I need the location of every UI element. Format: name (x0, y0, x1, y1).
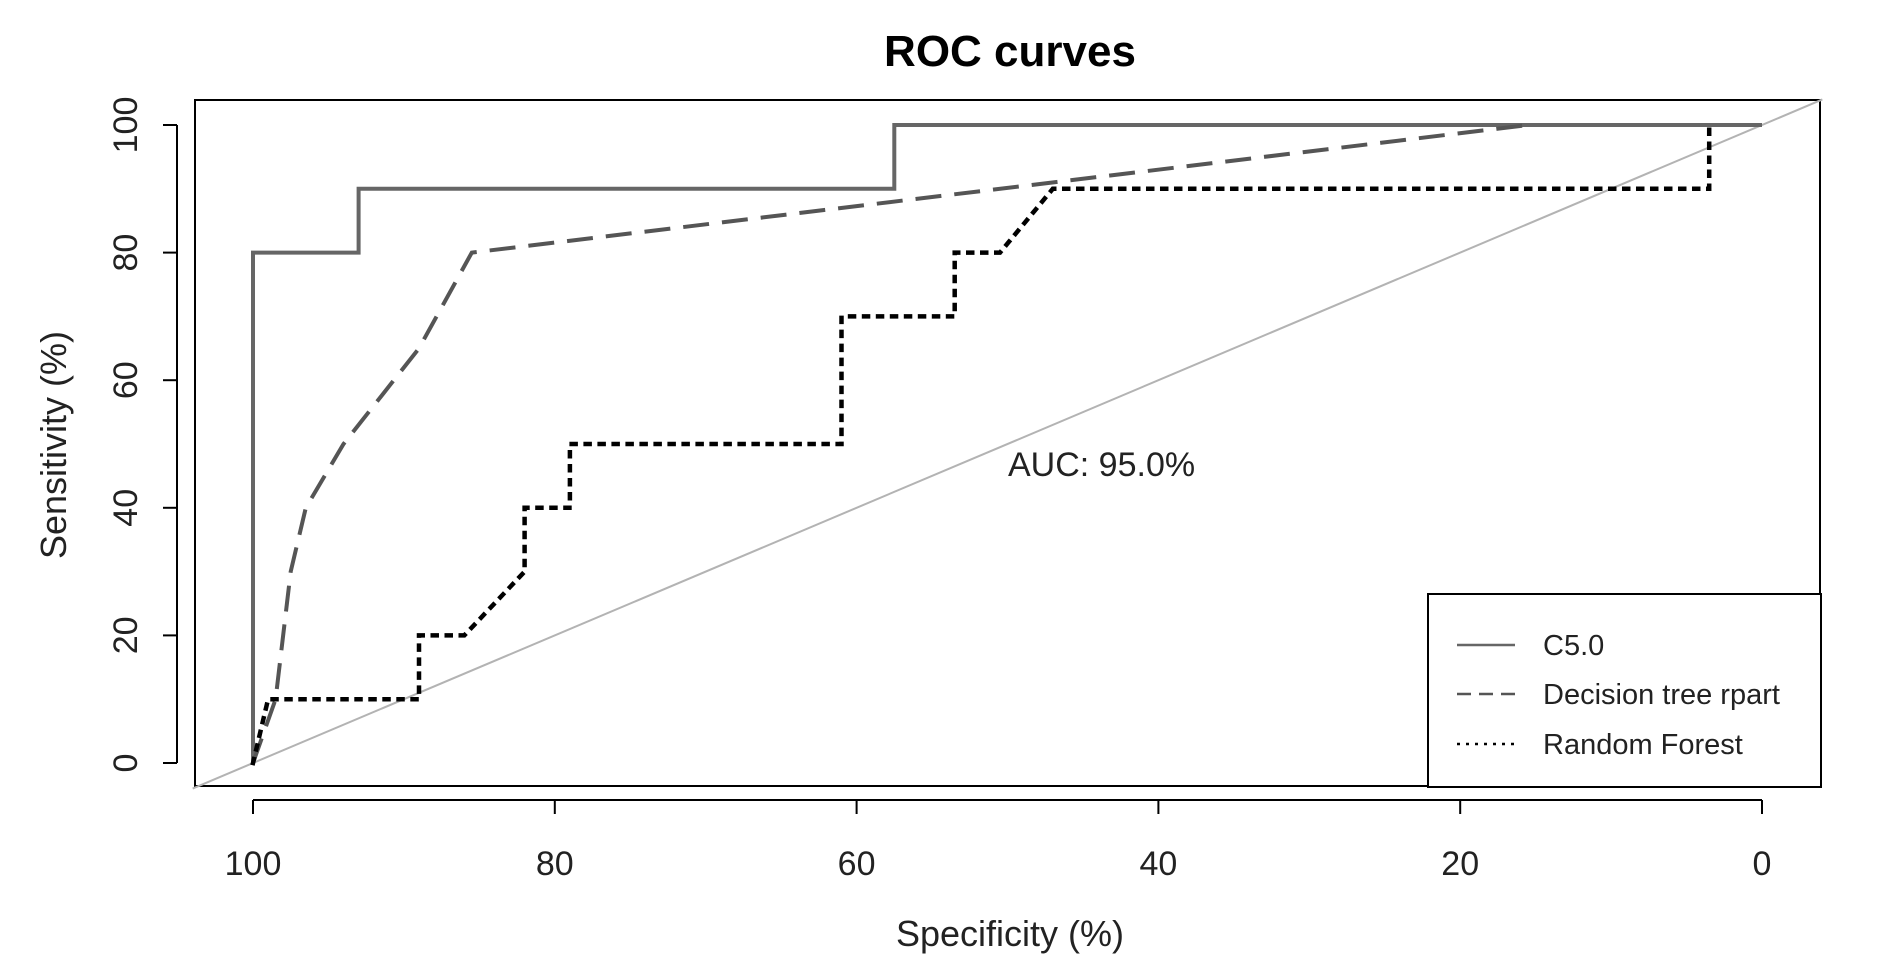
legend-box (1427, 593, 1822, 788)
series-line-random-forest (250, 122, 1712, 766)
y-axis-label: Sensitivity (%) (33, 331, 74, 559)
y-tick-label: 0 (107, 754, 145, 773)
x-tick-label: 80 (536, 845, 574, 883)
x-tick-label: 60 (838, 845, 876, 883)
y-tick-label: 60 (107, 361, 145, 399)
y-tick-label: 100 (107, 97, 145, 154)
y-tick-label: 20 (107, 616, 145, 654)
legend: C5.0 Decision tree rpart Random Forest (1427, 593, 1822, 788)
reference-diagonal (192, 98, 1823, 790)
x-tick-label: 100 (225, 845, 282, 883)
chart-title: ROC curves (884, 27, 1136, 76)
legend-label: Decision tree rpart (1543, 679, 1780, 711)
axis-layer: 100 80 60 40 20 0 0 20 40 60 80 100 (107, 97, 1771, 883)
x-tick-label: 40 (1139, 845, 1177, 883)
plot-frame (194, 99, 1821, 787)
y-tick-label: 40 (107, 489, 145, 527)
auc-annotation: AUC: 95.0% (1008, 446, 1195, 484)
series-line-decision-tree-rpart (251, 123, 1529, 764)
legend-label: C5.0 (1543, 630, 1604, 662)
x-tick-label: 0 (1753, 845, 1772, 883)
series-layer (250, 122, 1762, 766)
x-axis-label: Specificity (%) (896, 913, 1124, 954)
series-line-c5-0 (251, 123, 1762, 763)
legend-label: Random Forest (1543, 729, 1743, 761)
x-tick-label: 20 (1441, 845, 1479, 883)
y-tick-label: 80 (107, 234, 145, 272)
reference-diagonal-layer (192, 98, 1823, 790)
